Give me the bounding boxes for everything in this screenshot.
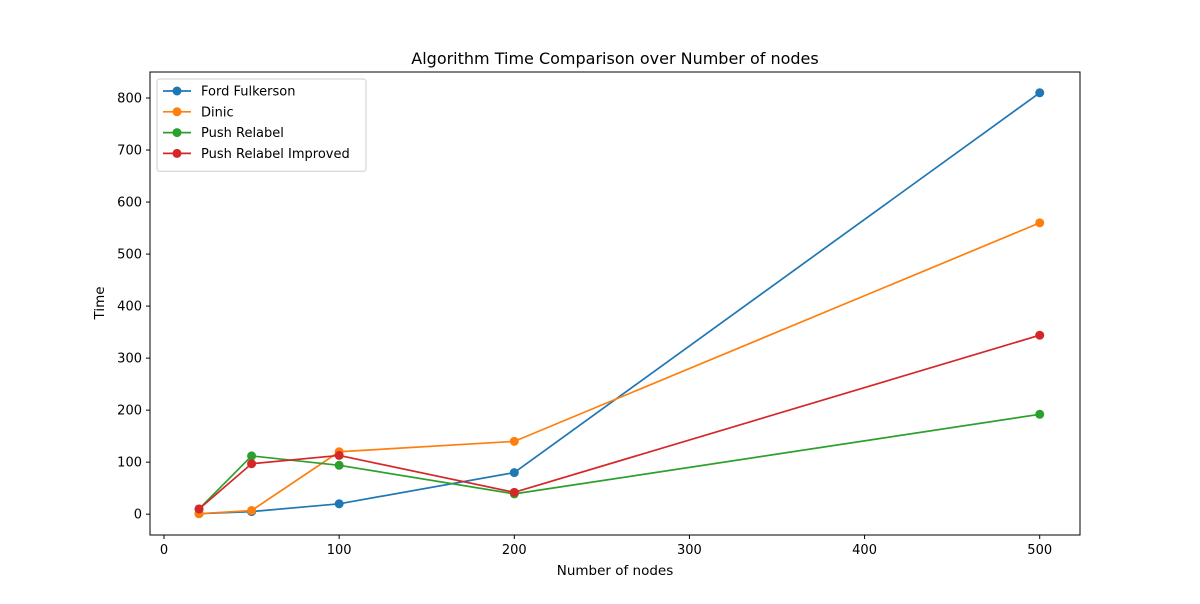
series-1: [194, 218, 1045, 519]
legend-marker: [172, 107, 182, 117]
y-tick-label: 400: [117, 300, 142, 315]
y-tick-label: 100: [117, 456, 142, 471]
y-axis: 0 100 200 300 400 500 600 700 800: [117, 92, 150, 523]
y-tick-label: 300: [117, 352, 142, 367]
legend-label: Push Relabel Improved: [201, 147, 350, 162]
legend-marker: [172, 86, 182, 96]
x-axis: 0 100 200 300 400 500: [160, 535, 1052, 558]
legend-label: Dinic: [201, 105, 234, 120]
legend-label: Ford Fulkerson: [201, 85, 295, 100]
data-point: [334, 450, 344, 460]
x-axis-label: Number of nodes: [557, 563, 674, 579]
legend-marker: [172, 128, 182, 138]
plot-area: [194, 88, 1045, 519]
series-line: [198, 334, 1040, 510]
data-point: [194, 504, 204, 514]
x-tick-label: 0: [160, 543, 168, 558]
series-3: [194, 330, 1045, 514]
legend-frame: [156, 78, 367, 172]
data-point: [334, 460, 344, 470]
y-tick-label: 700: [117, 144, 142, 159]
y-axis-label: Time: [92, 286, 108, 320]
data-point: [1035, 330, 1045, 340]
data-point: [509, 436, 519, 446]
data-point: [1035, 218, 1045, 228]
legend: Ford Fulkerson Dinic Push Relabel Push Rela…: [156, 78, 367, 172]
x-tick-label: 500: [1027, 543, 1052, 558]
x-tick-label: 200: [502, 543, 527, 558]
y-tick-label: 800: [117, 92, 142, 107]
x-tick-label: 400: [852, 543, 877, 558]
data-point: [509, 487, 519, 497]
legend-label: Push Relabel: [201, 126, 284, 141]
y-tick-label: 500: [117, 248, 142, 263]
data-point: [247, 506, 257, 516]
data-point: [247, 459, 257, 469]
data-point: [509, 468, 519, 478]
series-line: [198, 222, 1041, 515]
y-tick-label: 600: [117, 196, 142, 211]
chart-title: Algorithm Time Comparison over Number of…: [411, 49, 818, 68]
x-tick-label: 300: [677, 543, 702, 558]
legend-marker: [172, 148, 182, 158]
y-tick-label: 0: [134, 508, 142, 523]
x-tick-label: 100: [327, 543, 352, 558]
data-point: [247, 451, 257, 461]
plot-frame: [149, 71, 1081, 536]
data-point: [1035, 88, 1045, 98]
y-tick-label: 200: [117, 404, 142, 419]
data-point: [1035, 409, 1045, 419]
data-point: [334, 499, 344, 509]
